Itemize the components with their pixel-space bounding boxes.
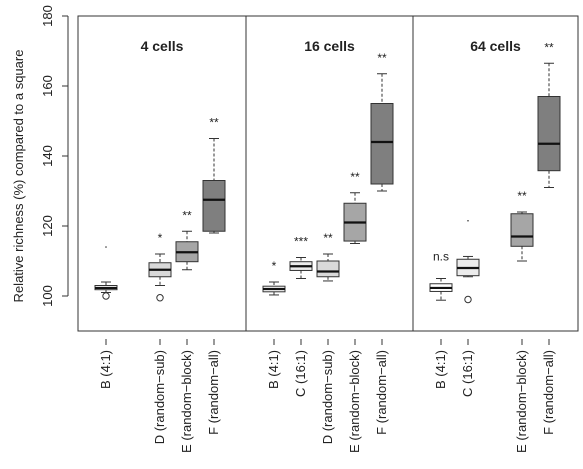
significance-label: * (158, 231, 163, 245)
significance-label: ** (323, 231, 333, 245)
x-tick-label: F (random−all) (541, 350, 556, 435)
significance-label: n.s (433, 250, 449, 264)
panel-title: 16 cells (304, 38, 355, 54)
box-group: n.s B (4:1) (429, 250, 453, 389)
box-group: * D (random−sub) (148, 231, 172, 444)
outlier-point (102, 292, 110, 300)
panel-title: 4 cells (141, 38, 184, 54)
x-tick-label: D (random−sub) (152, 350, 167, 444)
x-tick-label: E (random−block) (347, 350, 362, 453)
box-group: ** E (random−block) (175, 208, 199, 453)
significance-label: ** (377, 51, 387, 65)
outlier-point (156, 294, 164, 302)
box-group: ** D (random−sub) (316, 231, 340, 444)
significance-label: ** (517, 189, 527, 203)
box-group: ** E (random−block) (510, 189, 534, 453)
outlier-point (464, 295, 472, 304)
outlier-point (467, 219, 469, 222)
panel-title: 64 cells (470, 38, 521, 54)
box-group: *** C (16:1) (289, 235, 313, 397)
panels: 4 cells B (4:1) * D (random−sub) ** E (random… (77, 15, 579, 453)
significance-label: * (272, 259, 277, 273)
x-tick-label: D (random−sub) (320, 350, 335, 444)
box (202, 180, 226, 232)
panel-3: 64 cells n.s B (4:1) C (16:1) ** E (random−bl… (412, 16, 561, 453)
x-tick-label: F (random−all) (206, 350, 221, 435)
y-tick-label: 120 (40, 215, 55, 237)
box-group: C (16:1) (456, 219, 480, 397)
box (370, 103, 394, 185)
box (537, 96, 561, 172)
y-tick-label: 100 (40, 285, 55, 307)
x-tick-label: E (random−block) (179, 350, 194, 453)
y-tick-label: 160 (40, 75, 55, 97)
significance-label: ** (209, 116, 219, 130)
significance-label: *** (294, 235, 308, 249)
box-group: ** F (random−all) (202, 116, 226, 435)
box-group: ** E (random−block) (343, 170, 367, 453)
x-tick-label: E (random−block) (514, 350, 529, 453)
x-tick-label: F (random−all) (374, 350, 389, 435)
y-axis: 100 120 140 160 180 (40, 5, 69, 307)
panel-1: 4 cells B (4:1) * D (random−sub) ** E (random… (94, 38, 226, 453)
box (316, 260, 340, 278)
panel-2: 16 cells * B (4:1) *** C (16:1) ** D (random−s… (245, 16, 394, 453)
box-group: ** F (random−all) (537, 40, 561, 435)
x-tick-label: B (4:1) (98, 350, 113, 389)
significance-label: ** (350, 170, 360, 184)
x-tick-label: C (16:1) (293, 350, 308, 397)
x-tick-label: C (16:1) (460, 350, 475, 397)
y-axis-label: Relative richness (%) compared to a squa… (11, 50, 26, 303)
box-group: ** F (random−all) (370, 51, 394, 435)
box-group: * B (4:1) (262, 259, 286, 389)
box (510, 213, 534, 247)
y-tick-label: 140 (40, 145, 55, 167)
outlier-point (105, 246, 107, 248)
significance-label: ** (182, 208, 192, 222)
significance-label: ** (544, 40, 554, 54)
x-tick-label: B (4:1) (433, 350, 448, 389)
x-tick-label: B (4:1) (266, 350, 281, 389)
y-tick-label: 180 (40, 5, 55, 27)
box-group: B (4:1) (94, 246, 118, 389)
plot-frame (77, 15, 579, 332)
